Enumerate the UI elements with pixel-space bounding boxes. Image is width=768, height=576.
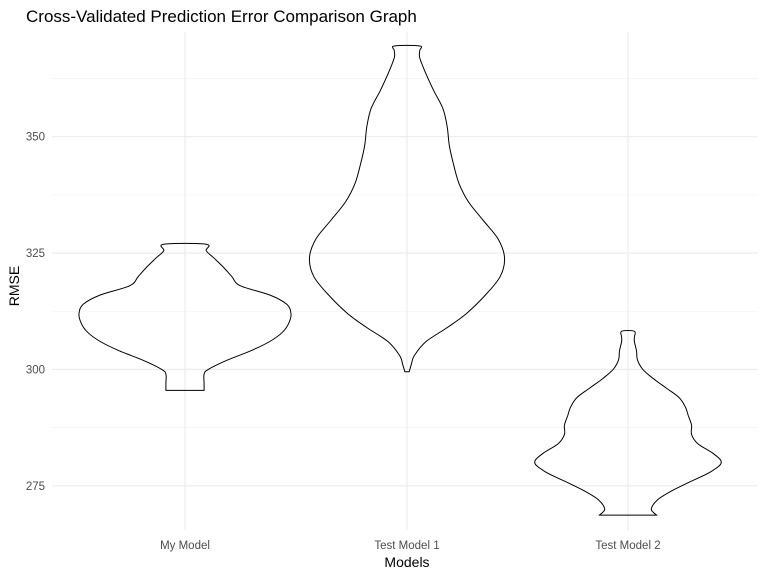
x-tick-label: My Model [160, 540, 210, 552]
violins [78, 44, 722, 516]
violin-test-model-2 [534, 330, 722, 516]
chart-title: Cross-Validated Prediction Error Compari… [26, 7, 417, 26]
y-axis-ticks: 275 300 325 350 [26, 132, 45, 493]
x-tick-label: Test Model 1 [374, 540, 439, 552]
y-tick-label: 300 [26, 364, 45, 376]
violin-test-model-1 [308, 44, 506, 373]
violin-my-model [78, 242, 292, 391]
x-axis-title: Models [384, 554, 429, 570]
y-tick-label: 325 [26, 248, 45, 260]
y-axis-title: RMSE [6, 266, 22, 306]
y-tick-label: 350 [26, 132, 45, 144]
x-axis-ticks: My Model Test Model 1 Test Model 2 [160, 540, 661, 552]
grid [52, 32, 758, 530]
y-tick-label: 275 [26, 481, 45, 493]
x-tick-label: Test Model 2 [595, 540, 660, 552]
